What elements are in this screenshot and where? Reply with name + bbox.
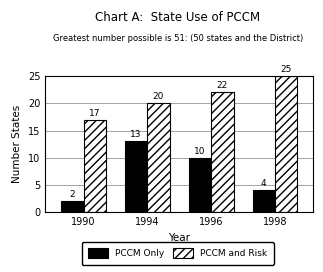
Text: 25: 25 [280,65,292,74]
X-axis label: Year: Year [168,233,190,243]
Text: 13: 13 [130,130,142,139]
Bar [61,201,84,212]
Text: 10: 10 [194,147,206,156]
Legend: PCCM Only, PCCM and Risk: PCCM Only, PCCM and Risk [81,242,274,265]
Y-axis label: Number States: Number States [12,105,22,183]
Text: 2: 2 [69,190,75,199]
Bar [275,76,297,212]
Text: 4: 4 [261,179,267,188]
Text: 22: 22 [217,81,228,90]
Bar [189,158,211,212]
Bar [253,190,275,212]
Text: Chart A:  State Use of PCCM: Chart A: State Use of PCCM [95,11,260,24]
Text: 17: 17 [89,109,100,118]
Bar [147,103,170,212]
Bar [211,92,234,212]
Text: Greatest number possible is 51: (50 states and the District): Greatest number possible is 51: (50 stat… [53,34,303,43]
Bar [125,141,147,212]
Bar [84,120,106,212]
Text: 20: 20 [153,92,164,101]
